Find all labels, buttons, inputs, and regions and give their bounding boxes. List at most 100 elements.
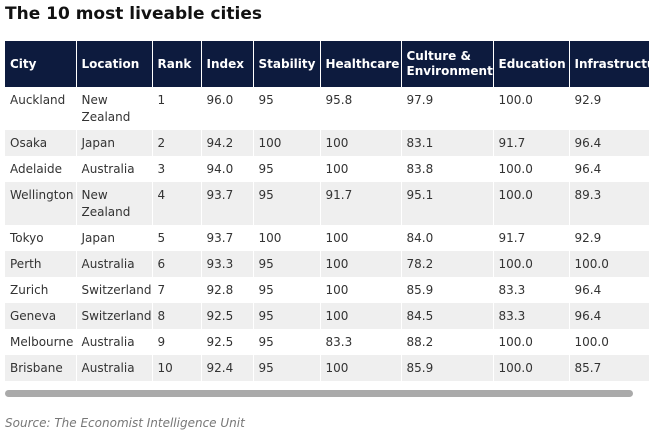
cell-culture-environment: 88.2 [401, 329, 494, 355]
cell-stability: 95 [253, 303, 321, 329]
cell-culture-environment: 78.2 [401, 251, 494, 277]
cell-healthcare: 91.7 [320, 182, 402, 225]
cell-location: Switzerland [76, 277, 153, 303]
table-row: Wellington New Zealand 4 93.7 95 91.7 95… [5, 182, 649, 225]
cell-healthcare: 100 [320, 355, 402, 381]
cell-city: Perth [5, 251, 77, 277]
table-row: Zurich Switzerland 7 92.8 95 100 85.9 83… [5, 277, 649, 303]
cell-culture-environment: 97.9 [401, 87, 494, 130]
column-header-city[interactable]: City [5, 41, 77, 87]
cell-culture-environment: 84.5 [401, 303, 494, 329]
table-row: Melbourne Australia 9 92.5 95 83.3 88.2 … [5, 329, 649, 355]
table-container[interactable]: City Location Rank Index Stability Healt… [5, 41, 649, 398]
cell-healthcare: 100 [320, 303, 402, 329]
cell-healthcare: 100 [320, 251, 402, 277]
table-row: Perth Australia 6 93.3 95 100 78.2 100.0… [5, 251, 649, 277]
cell-infrastructure: 92.9 [569, 87, 649, 130]
cell-infrastructure: 96.4 [569, 156, 649, 182]
cell-index: 92.5 [201, 329, 254, 355]
cell-city: Adelaide [5, 156, 77, 182]
cell-healthcare: 100 [320, 130, 402, 156]
cell-location: Switzerland [76, 303, 153, 329]
cell-infrastructure: 96.4 [569, 303, 649, 329]
cell-city: Wellington [5, 182, 77, 225]
table-row: Geneva Switzerland 8 92.5 95 100 84.5 83… [5, 303, 649, 329]
cell-index: 92.4 [201, 355, 254, 381]
cell-city: Osaka [5, 130, 77, 156]
cell-infrastructure: 100.0 [569, 251, 649, 277]
cell-education: 100.0 [493, 355, 570, 381]
cell-education: 91.7 [493, 130, 570, 156]
page-title: The 10 most liveable cities [5, 4, 262, 24]
cell-rank: 9 [152, 329, 202, 355]
table-row: Osaka Japan 2 94.2 100 100 83.1 91.7 96.… [5, 130, 649, 156]
cell-culture-environment: 85.9 [401, 355, 494, 381]
cell-index: 93.3 [201, 251, 254, 277]
cell-healthcare: 95.8 [320, 87, 402, 130]
cell-location: New Zealand [76, 87, 153, 130]
column-header-education[interactable]: Education [493, 41, 570, 87]
cell-index: 94.2 [201, 130, 254, 156]
column-header-location[interactable]: Location [76, 41, 153, 87]
cell-culture-environment: 85.9 [401, 277, 494, 303]
cell-culture-environment: 84.0 [401, 225, 494, 251]
cell-stability: 95 [253, 182, 321, 225]
column-header-rank[interactable]: Rank [152, 41, 202, 87]
cell-index: 92.5 [201, 303, 254, 329]
cell-healthcare: 100 [320, 156, 402, 182]
cell-index: 92.8 [201, 277, 254, 303]
cell-infrastructure: 92.9 [569, 225, 649, 251]
cell-rank: 10 [152, 355, 202, 381]
cell-healthcare: 100 [320, 225, 402, 251]
cell-city: Tokyo [5, 225, 77, 251]
column-header-healthcare[interactable]: Healthcare [320, 41, 402, 87]
cell-rank: 8 [152, 303, 202, 329]
cell-city: Auckland [5, 87, 77, 130]
cell-index: 93.7 [201, 182, 254, 225]
cell-infrastructure: 100.0 [569, 329, 649, 355]
cell-location: Australia [76, 355, 153, 381]
cell-education: 91.7 [493, 225, 570, 251]
cell-healthcare: 100 [320, 277, 402, 303]
cell-culture-environment: 95.1 [401, 182, 494, 225]
cell-stability: 95 [253, 156, 321, 182]
column-header-culture-environment[interactable]: Culture & Environment [401, 41, 494, 87]
cell-infrastructure: 96.4 [569, 130, 649, 156]
table-row: Adelaide Australia 3 94.0 95 100 83.8 10… [5, 156, 649, 182]
cell-index: 94.0 [201, 156, 254, 182]
cell-stability: 95 [253, 87, 321, 130]
cell-education: 83.3 [493, 277, 570, 303]
cell-stability: 95 [253, 277, 321, 303]
liveable-cities-table: City Location Rank Index Stability Healt… [5, 41, 649, 381]
column-header-index[interactable]: Index [201, 41, 254, 87]
cell-education: 100.0 [493, 182, 570, 225]
cell-location: Australia [76, 329, 153, 355]
cell-infrastructure: 96.4 [569, 277, 649, 303]
column-header-infrastructure[interactable]: Infrastructure [569, 41, 649, 87]
cell-rank: 2 [152, 130, 202, 156]
cell-education: 100.0 [493, 251, 570, 277]
cell-city: Melbourne [5, 329, 77, 355]
cell-city: Geneva [5, 303, 77, 329]
cell-location: Japan [76, 225, 153, 251]
cell-infrastructure: 85.7 [569, 355, 649, 381]
cell-stability: 95 [253, 251, 321, 277]
cell-location: Australia [76, 156, 153, 182]
cell-rank: 6 [152, 251, 202, 277]
cell-rank: 7 [152, 277, 202, 303]
horizontal-scrollbar[interactable] [5, 390, 633, 397]
cell-education: 100.0 [493, 87, 570, 130]
cell-rank: 5 [152, 225, 202, 251]
column-header-stability[interactable]: Stability [253, 41, 321, 87]
source-note: Source: The Economist Intelligence Unit [5, 416, 245, 430]
cell-index: 93.7 [201, 225, 254, 251]
cell-city: Brisbane [5, 355, 77, 381]
cell-rank: 3 [152, 156, 202, 182]
cell-index: 96.0 [201, 87, 254, 130]
cell-location: Japan [76, 130, 153, 156]
cell-stability: 95 [253, 329, 321, 355]
cell-education: 100.0 [493, 156, 570, 182]
table-body: Auckland New Zealand 1 96.0 95 95.8 97.9… [5, 87, 649, 381]
cell-stability: 100 [253, 130, 321, 156]
table-row: Auckland New Zealand 1 96.0 95 95.8 97.9… [5, 87, 649, 130]
